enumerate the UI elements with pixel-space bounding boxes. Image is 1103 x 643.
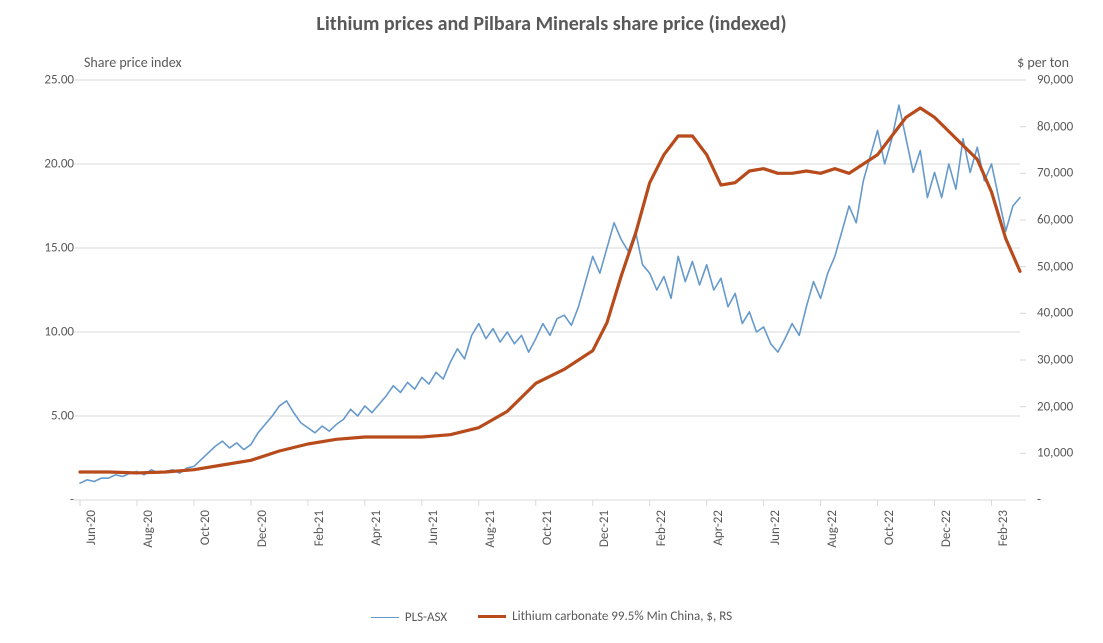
chart-title: Lithium prices and Pilbara Minerals shar… [0, 12, 1103, 36]
legend-label: PLS-ASX [405, 610, 447, 625]
left-axis-ticks: - 5.00 10.00 15.00 20.00 25.00 [0, 80, 74, 500]
x-tick-label: Dec-22 [939, 510, 954, 547]
x-tick-label: Jun-21 [426, 510, 441, 545]
y-right-tick-label: 40,000 [1037, 306, 1103, 321]
y-left-tick-label: 20.00 [0, 157, 74, 172]
x-tick-label: Feb-23 [996, 510, 1011, 546]
plot-area [80, 80, 1020, 500]
chart-container: Lithium prices and Pilbara Minerals shar… [0, 0, 1103, 643]
x-tick-label: Aug-22 [825, 510, 840, 548]
x-tick-label: Oct-20 [198, 510, 213, 545]
y-right-tick-label: 90,000 [1037, 73, 1103, 88]
y-right-tick-label: - [1037, 493, 1103, 508]
legend-swatch [371, 617, 399, 618]
y-right-tick-label: 60,000 [1037, 213, 1103, 228]
plot-svg [80, 80, 1020, 500]
x-axis-ticks: Jun-20 Aug-20 Oct-20 Dec-20 Feb-21 Apr-21 Jun-… [80, 500, 1020, 590]
legend-item: Lithium carbonate 99.5% Min China, $, RS [478, 609, 732, 624]
legend: PLS-ASX Lithium carbonate 99.5% Min Chin… [0, 607, 1103, 625]
y-left-tick-label: 25.00 [0, 73, 74, 88]
right-axis-label: $ per ton [1017, 54, 1069, 71]
x-tick-label: Oct-21 [540, 510, 555, 545]
x-tick-label: Aug-20 [141, 510, 156, 548]
x-tick-label: Apr-22 [711, 510, 726, 546]
legend-swatch [478, 615, 506, 618]
y-left-tick-label: 15.00 [0, 241, 74, 256]
y-left-tick-label: - [0, 493, 74, 508]
x-tick-label: Jun-22 [768, 510, 783, 545]
y-right-tick-label: 50,000 [1037, 259, 1103, 274]
x-tick-label: Jun-20 [84, 510, 99, 545]
y-right-tick-label: 10,000 [1037, 446, 1103, 461]
y-right-tick-label: 30,000 [1037, 353, 1103, 368]
x-tick-label: Apr-21 [369, 510, 384, 546]
x-tick-label: Dec-21 [597, 510, 612, 547]
y-right-tick-label: 80,000 [1037, 119, 1103, 134]
x-tick-label: Dec-20 [255, 510, 270, 547]
legend-item: PLS-ASX [371, 610, 447, 625]
x-tick-label: Oct-22 [882, 510, 897, 545]
y-right-tick-label: 70,000 [1037, 166, 1103, 181]
y-right-tick-label: 20,000 [1037, 399, 1103, 414]
y-left-tick-label: 5.00 [0, 409, 74, 424]
x-tick-label: Feb-21 [312, 510, 327, 546]
right-axis-ticks: - 10,000 20,000 30,000 40,000 50,000 60,… [1029, 80, 1103, 500]
y-left-tick-label: 10.00 [0, 325, 74, 340]
legend-label: Lithium carbonate 99.5% Min China, $, RS [512, 609, 732, 624]
x-tick-label: Aug-21 [483, 510, 498, 548]
x-tick-label: Feb-22 [654, 510, 669, 546]
left-axis-label: Share price index [84, 54, 182, 71]
